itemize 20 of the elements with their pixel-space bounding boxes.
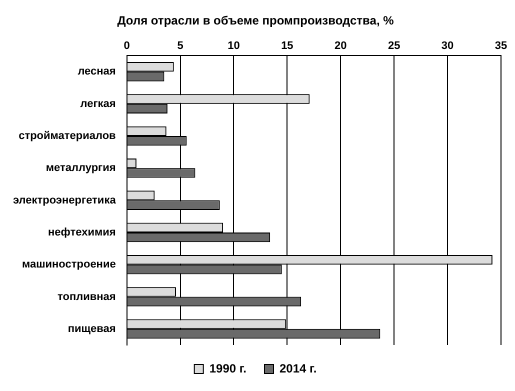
y-tick-label: машиностроение — [22, 258, 116, 271]
x-tick-label: 5 — [177, 40, 184, 52]
y-tick-label: электроэнергетика — [12, 194, 117, 206]
x-tick-label: 10 — [228, 40, 240, 52]
x-tick-label: 35 — [494, 40, 508, 52]
y-tick-label: стройматериалов — [18, 130, 116, 142]
chart-title: Доля отрасли в объеме промпроизводства, % — [117, 14, 394, 28]
y-tick-label: лесная — [78, 66, 116, 78]
y-tick-label: нефтехимия — [48, 226, 116, 238]
x-tick-label: 0 — [124, 40, 130, 52]
y-tick-label: легкая — [80, 98, 116, 110]
y-tick-label: топливная — [58, 290, 116, 303]
legend-label: 2014 г. — [280, 361, 317, 376]
y-tick-label: металлургия — [46, 162, 116, 174]
legend-label: 1990 г. — [209, 361, 247, 376]
x-tick-label: 30 — [441, 40, 454, 52]
x-tick-label: 25 — [388, 40, 400, 52]
y-tick-label: пищевая — [68, 322, 116, 335]
x-tick-label: 20 — [334, 40, 347, 52]
x-tick-label: 15 — [281, 40, 294, 52]
